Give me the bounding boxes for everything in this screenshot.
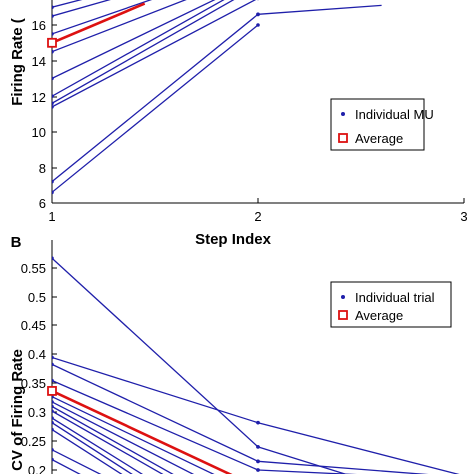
y-axis-title: CV of Firing Rate [9, 349, 26, 471]
individual-point [256, 459, 260, 464]
y-tick-label: 8 [39, 161, 46, 176]
individual-point [52, 420, 54, 425]
individual-line [52, 0, 257, 108]
individual-point [52, 404, 54, 409]
individual-line [52, 0, 216, 79]
legend-box [330, 281, 452, 328]
y-tick-label: 0.4 [28, 347, 46, 362]
average-line [52, 2, 146, 44]
individual-point [256, 12, 260, 17]
individual-point [52, 355, 54, 360]
individual-point [52, 416, 54, 420]
individual-line [52, 356, 259, 424]
average-marker [47, 386, 57, 396]
y-tick-label: 0.5 [28, 290, 46, 305]
individual-point [52, 362, 54, 367]
individual-line [52, 449, 102, 474]
individual-point [52, 378, 54, 383]
x-tick-label: 2 [254, 209, 261, 224]
y-tick-label: 6 [39, 196, 46, 211]
individual-point [52, 5, 54, 9]
legend-marker-point [341, 295, 345, 299]
y-axis-title: Firing Rate ( [9, 18, 26, 106]
panel-1: 0.2 0.25 0.3 0.35 0.4 0.45 0.5 0.55 CV of Firing… [9, 234, 460, 474]
individual-point [256, 468, 260, 472]
individual-point [52, 105, 54, 109]
legend-box [330, 98, 425, 151]
individual-line [52, 410, 164, 474]
y-tick-label: 0.25 [21, 434, 46, 449]
individual-point [52, 457, 54, 462]
average-line [52, 389, 233, 474]
y-tick-label: 12 [32, 90, 46, 105]
individual-line [52, 0, 187, 53]
legend-marker-point [341, 112, 345, 116]
individual-line [52, 459, 81, 474]
panel-label: B [11, 234, 22, 251]
individual-point [52, 448, 54, 452]
individual-line [257, 4, 382, 15]
individual-point [52, 32, 54, 36]
y-tick-label: 0.45 [21, 318, 46, 333]
individual-point [52, 14, 54, 18]
individual-point [256, 420, 260, 425]
individual-point [52, 49, 54, 54]
x-axis-title: Step Index [195, 231, 272, 248]
legend-marker-square [338, 133, 348, 143]
legend-label: Individual trial [355, 290, 435, 305]
series-individual [52, 256, 460, 474]
individual-line [52, 417, 144, 474]
individual-line [52, 0, 111, 17]
y-tick-label: 14 [32, 54, 46, 69]
individual-point [52, 409, 54, 413]
legend-label: Individual MU [355, 107, 434, 122]
y-tick-label: 0.3 [28, 405, 46, 420]
individual-line [257, 460, 429, 474]
individual-line [52, 24, 259, 193]
x-tick-label: 1 [48, 209, 55, 224]
y-tick-label: 16 [32, 18, 46, 33]
individual-line [257, 469, 358, 474]
individual-line [257, 422, 460, 474]
individual-line [52, 396, 215, 474]
individual-point [52, 101, 54, 106]
individual-line [52, 429, 123, 474]
individual-line [52, 257, 259, 448]
y-tick-label: 0.55 [21, 261, 46, 276]
legend: Individual MU Average [330, 98, 434, 151]
individual-point [52, 76, 54, 81]
individual-line [52, 405, 174, 474]
individual-line [52, 422, 133, 474]
individual-line [52, 13, 259, 183]
average-marker [47, 37, 57, 48]
legend-label: Average [355, 131, 403, 146]
individual-line [257, 446, 348, 474]
y-tick-label: 0.2 [28, 463, 46, 474]
individual-line [52, 401, 195, 474]
x-tick-label: 3 [460, 209, 467, 224]
individual-point [256, 23, 260, 27]
individual-line [52, 0, 225, 97]
individual-line [52, 0, 153, 35]
individual-point [256, 445, 260, 449]
legend-marker-square [338, 310, 348, 320]
individual-point [52, 94, 54, 98]
series-individual [52, 0, 382, 195]
legend: Individual trial Average [330, 281, 452, 328]
individual-point [52, 179, 54, 184]
individual-point [52, 400, 54, 404]
individual-line [52, 379, 259, 471]
legend-label: Average [355, 308, 403, 323]
individual-point [52, 190, 54, 195]
y-tick-label: 0.35 [21, 376, 46, 391]
individual-point [52, 256, 54, 260]
individual-line [52, 0, 235, 104]
individual-line [52, 363, 259, 462]
individual-point [52, 427, 54, 432]
y-tick-label: 10 [32, 125, 46, 140]
